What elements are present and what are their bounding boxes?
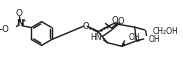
Text: O: O: [82, 22, 89, 31]
Text: O: O: [118, 17, 124, 26]
Text: OH: OH: [128, 33, 140, 42]
Text: –O: –O: [0, 25, 9, 34]
Text: +: +: [21, 18, 26, 23]
Text: O: O: [111, 16, 118, 25]
Text: N: N: [16, 19, 24, 28]
Text: HN: HN: [90, 33, 102, 42]
Text: O: O: [16, 9, 23, 18]
Text: CH₂OH: CH₂OH: [153, 27, 179, 36]
Text: OH: OH: [148, 34, 160, 44]
